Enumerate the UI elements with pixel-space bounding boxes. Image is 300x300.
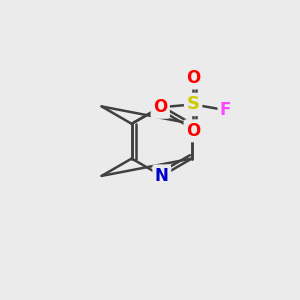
- Text: O: O: [186, 122, 200, 140]
- Text: N: N: [155, 167, 169, 185]
- Text: O: O: [153, 98, 167, 116]
- Text: O: O: [186, 69, 200, 87]
- Text: S: S: [187, 95, 200, 113]
- Text: F: F: [220, 101, 231, 119]
